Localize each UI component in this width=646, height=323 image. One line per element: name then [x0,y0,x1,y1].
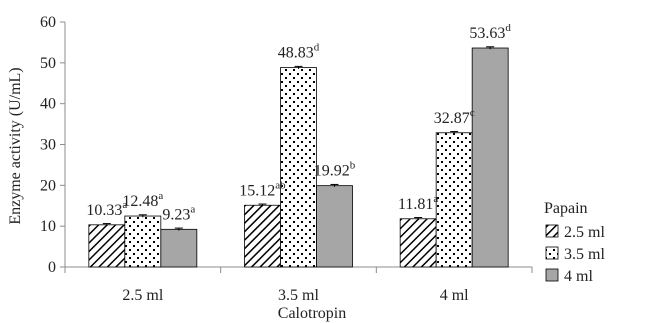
data-label-value: 10.33 [86,202,122,219]
legend-label: 3.5 ml [564,246,605,263]
data-label-letter: d [314,42,320,54]
x-tick-label: 4 ml [440,287,469,304]
legend: Papain 2.5 ml 3.5 ml 4 ml [544,200,605,285]
y-axis-title: Enzyme activity (U/mL) [7,67,24,224]
y-tick-label: 10 [40,218,56,235]
data-label: 53.63d [469,22,511,42]
data-label-letter: b [350,160,356,172]
data-label-value: 15.12 [239,182,275,199]
legend-swatch [545,268,559,282]
bar [160,228,198,268]
data-label-letter: a [158,190,163,202]
data-label-value: 9.23 [162,206,190,223]
data-label: 32.87c [434,107,475,127]
legend-label: 4 ml [564,268,593,285]
x-tick-label: 2.5 ml [122,287,163,304]
bar [244,204,281,268]
data-label: 19.92b [314,160,356,180]
legend-label: 2.5 ml [564,224,605,241]
legend-swatch [545,246,559,260]
x-axis-title: Calotropin [278,305,346,322]
data-label-value: 11.81 [398,196,433,213]
data-label: 11.81a [398,193,438,213]
data-label-letter: a [190,203,195,215]
bar [471,47,509,268]
legend-swatch [545,224,559,238]
data-label-value: 32.87 [434,110,470,127]
y-tick-label: 30 [40,137,56,154]
data-label: 48.83d [278,42,320,62]
data-label: 10.33a [86,199,127,219]
legend-title: Papain [544,200,588,217]
data-label-value: 53.63 [469,25,505,42]
y-tick-label: 60 [40,14,56,31]
data-label: 9.23a [162,203,195,223]
data-label-value: 19.92 [314,163,350,180]
data-label-letter: a [433,193,438,205]
data-label-letter: d [505,22,511,34]
bar [124,215,162,268]
data-label: 15.12ab [239,179,286,199]
x-tick-label: 3.5 ml [278,287,319,304]
bar [435,132,473,268]
data-label-letter: a [122,199,127,211]
data-label-letter: ab [275,179,286,191]
bar [316,185,353,268]
bar [280,67,317,268]
data-labels-layer: 10.33a15.12ab11.81a12.48a48.83d32.87c9.2… [86,22,511,223]
data-label-value: 48.83 [278,45,314,62]
data-label: 12.48a [122,190,163,210]
y-tick-label: 0 [48,259,56,276]
y-tick-label: 20 [40,177,56,194]
y-tick-label: 50 [40,55,56,72]
bars-layer [88,46,509,268]
data-label-value: 12.48 [122,193,158,210]
bar [399,218,437,268]
data-label-letter: c [470,107,475,119]
plot-area: 0 10 20 30 40 50 60 2.5 ml 3.5 ml 4 ml [40,14,533,304]
y-tick-label: 40 [40,96,56,113]
bar [88,224,126,268]
